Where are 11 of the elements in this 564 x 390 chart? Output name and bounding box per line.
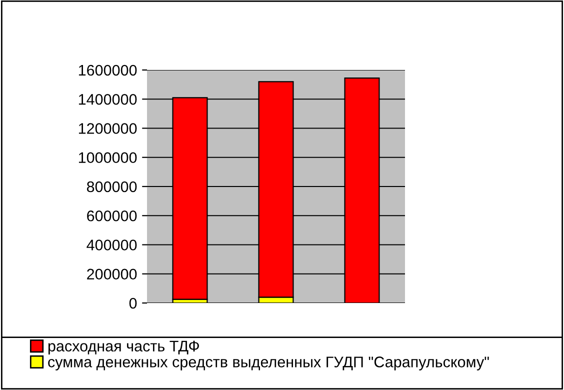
y-tick-label: 0	[129, 298, 137, 309]
y-tick-label: 600000	[87, 210, 137, 222]
y-tick-label: 1200000	[78, 123, 137, 134]
y-tick-label: 400000	[86, 240, 137, 250]
y-tick-label: 200000	[87, 268, 137, 280]
legend-label: расходная часть ТДФ	[48, 340, 199, 355]
y-tick-label: 1600000	[78, 64, 137, 76]
y-tick-label: 800000	[86, 181, 137, 192]
legend-label: сумма денежных средств выделенных ГУДП "Сарапульскому"	[48, 356, 489, 370]
y-tick-label: 1000000	[78, 152, 137, 164]
y-tick-label: 1400000	[78, 94, 137, 105]
